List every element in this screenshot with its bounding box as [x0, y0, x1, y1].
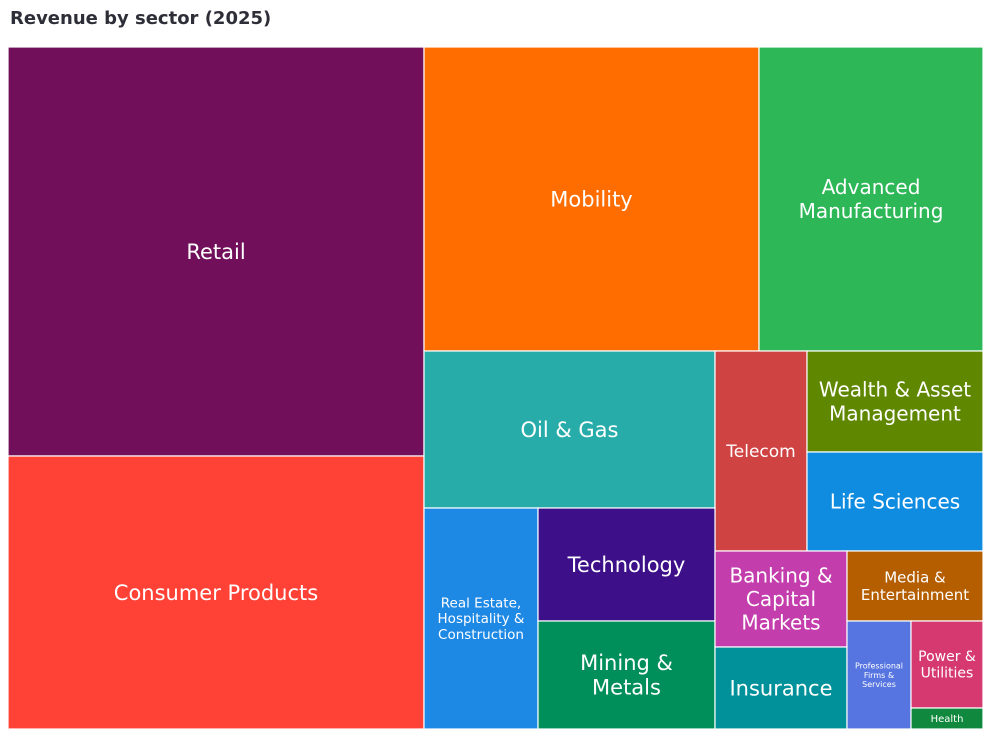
- tile-banking-and-capital-markets[interactable]: Banking & Capital Markets: [714, 550, 848, 648]
- tile-label-life-sciences: Life Sciences: [830, 490, 960, 514]
- tile-real-estate-hospitality-and-construction[interactable]: Real Estate, Hospitality & Construction: [423, 507, 539, 730]
- tile-label-banking-and-capital-markets: Banking & Capital Markets: [729, 563, 832, 634]
- tile-label-oil-and-gas: Oil & Gas: [520, 418, 618, 442]
- tile-retail[interactable]: Retail: [7, 46, 425, 457]
- tile-rect-oil-and-gas[interactable]: [423, 350, 716, 509]
- tile-label-advanced-manufacturing: Advanced Manufacturing: [799, 175, 944, 223]
- tile-power-and-utilities[interactable]: Power & Utilities: [910, 620, 984, 709]
- tile-technology[interactable]: Technology: [537, 507, 716, 622]
- tile-rect-technology[interactable]: [537, 507, 716, 622]
- tile-insurance[interactable]: Insurance: [714, 646, 848, 730]
- tile-media-and-entertainment[interactable]: Media & Entertainment: [846, 550, 984, 622]
- tile-label-media-and-entertainment: Media & Entertainment: [861, 568, 969, 604]
- tile-professional-firms-and-services[interactable]: Professional Firms & Services: [846, 620, 912, 730]
- tile-label-consumer-products: Consumer Products: [114, 581, 318, 605]
- tile-mining-and-metals[interactable]: Mining & Metals: [537, 620, 716, 730]
- tile-rect-banking-and-capital-markets[interactable]: [714, 550, 848, 648]
- tile-wealth-and-asset-management[interactable]: Wealth & Asset Management: [806, 350, 984, 453]
- tile-rect-telecom[interactable]: [714, 350, 808, 552]
- tile-health[interactable]: Health: [910, 707, 984, 730]
- tile-rect-life-sciences[interactable]: [806, 451, 984, 552]
- tile-label-retail: Retail: [186, 240, 245, 264]
- tile-mobility[interactable]: Mobility: [423, 46, 760, 352]
- tile-rect-advanced-manufacturing[interactable]: [758, 46, 984, 352]
- tile-oil-and-gas[interactable]: Oil & Gas: [423, 350, 716, 509]
- tile-rect-mining-and-metals[interactable]: [537, 620, 716, 730]
- tile-life-sciences[interactable]: Life Sciences: [806, 451, 984, 552]
- tile-rect-power-and-utilities[interactable]: [910, 620, 984, 709]
- tile-label-insurance: Insurance: [729, 676, 832, 700]
- tile-label-technology: Technology: [567, 553, 686, 577]
- tile-label-real-estate-hospitality-and-construction: Real Estate, Hospitality & Construction: [438, 595, 525, 643]
- tile-rect-media-and-entertainment[interactable]: [846, 550, 984, 622]
- tile-label-health: Health: [931, 714, 964, 725]
- chart-title: Revenue by sector (2025): [10, 8, 272, 29]
- tile-consumer-products[interactable]: Consumer Products: [7, 455, 425, 730]
- tile-label-mining-and-metals: Mining & Metals: [580, 651, 673, 700]
- tile-telecom[interactable]: Telecom: [714, 350, 808, 552]
- tile-label-telecom: Telecom: [725, 442, 795, 462]
- tile-label-wealth-and-asset-management: Wealth & Asset Management: [819, 378, 971, 426]
- tile-label-power-and-utilities: Power & Utilities: [918, 649, 976, 682]
- tile-label-professional-firms-and-services: Professional Firms & Services: [855, 661, 903, 689]
- tile-rect-real-estate-hospitality-and-construction[interactable]: [423, 507, 539, 730]
- tile-rect-insurance[interactable]: [714, 646, 848, 730]
- tile-rect-consumer-products[interactable]: [7, 455, 425, 730]
- tile-rect-health[interactable]: [910, 707, 984, 730]
- tile-label-mobility: Mobility: [550, 187, 632, 211]
- tile-advanced-manufacturing[interactable]: Advanced Manufacturing: [758, 46, 984, 352]
